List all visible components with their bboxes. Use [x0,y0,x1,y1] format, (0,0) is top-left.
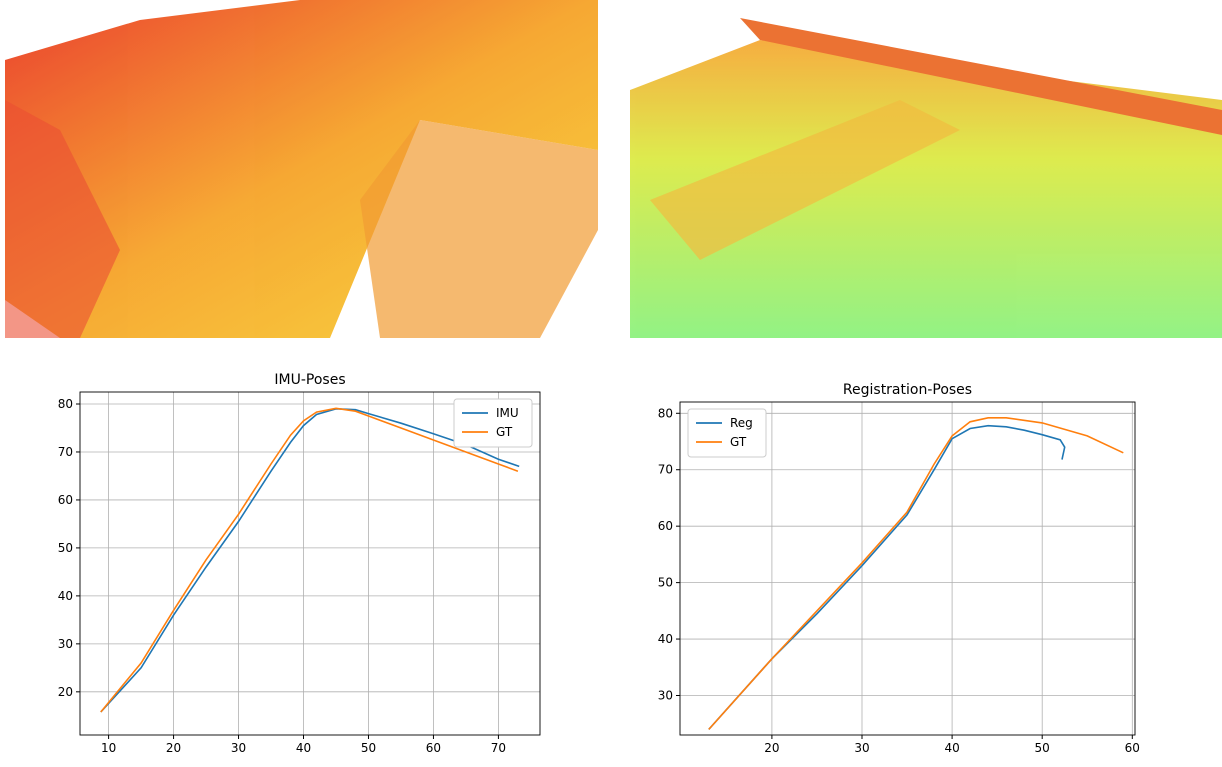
y-tick-label: 50 [58,541,73,555]
y-tick-label: 30 [658,688,673,702]
chart: Registration-Poses 20 30 40 50 60 30 40 50 60 70 80… [658,382,1140,755]
x-tick-label: 30 [231,741,246,755]
chart: IMU-Poses 10 20 30 40 50 60 70 20 30 40 50 60 70 80 IMU… [58,372,541,755]
x-tick-label: 50 [1035,741,1050,755]
x-tick-label: 20 [764,741,779,755]
y-tick-label: 60 [658,519,673,533]
y-tick-label: 50 [658,576,673,590]
x-tick-label: 60 [426,741,441,755]
x-tick-label: 50 [361,741,376,755]
y-tick-label: 40 [658,632,673,646]
legend-label: IMU [496,406,519,420]
legend-label: GT [730,435,747,449]
y-tick-label: 60 [58,493,73,507]
series-line [708,417,1124,730]
y-tick-label: 80 [58,397,73,411]
axes-frame [79,391,541,736]
legend-label: Reg [730,416,753,430]
axes-frame [679,401,1136,736]
legend-box [687,408,767,458]
chart-title: IMU-Poses [274,372,345,388]
x-tick-label: 70 [491,741,506,755]
x-tick-label: 10 [101,741,116,755]
x-tick-label: 40 [296,741,311,755]
y-tick-label: 20 [58,685,73,699]
series-line [100,407,519,713]
point-cloud-right [630,18,1222,338]
legend-box [453,398,533,448]
y-tick-label: 80 [658,406,673,420]
y-tick-label: 70 [658,463,673,477]
series-line [100,407,520,713]
x-tick-label: 40 [944,741,959,755]
point-cloud-left [5,0,598,338]
x-tick-label: 30 [854,741,869,755]
chart-title: Registration-Poses [843,382,972,398]
series-line [708,424,1066,730]
y-tick-label: 30 [58,637,73,651]
legend-label: GT [496,425,513,439]
x-tick-label: 60 [1125,741,1140,755]
y-tick-label: 40 [58,589,73,603]
y-tick-label: 70 [58,445,73,459]
x-tick-label: 20 [166,741,181,755]
